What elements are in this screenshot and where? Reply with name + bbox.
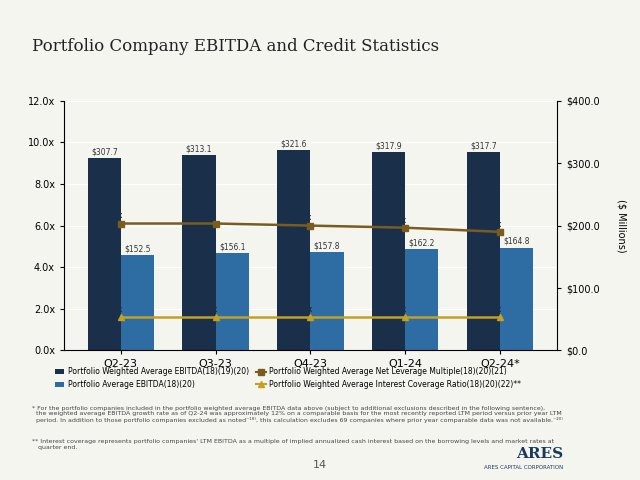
Text: Portfolio Company EBITDA and Credit Statistics: Portfolio Company EBITDA and Credit Stat… bbox=[32, 38, 439, 55]
Text: $321.6: $321.6 bbox=[280, 139, 307, 148]
Text: 6.1x: 6.1x bbox=[199, 211, 217, 220]
Text: 6.0x: 6.0x bbox=[294, 214, 312, 222]
Text: ** Interest coverage represents portfolio companies' LTM EBITDA as a multiple of: ** Interest coverage represents portfoli… bbox=[32, 439, 554, 450]
Text: 1.6x: 1.6x bbox=[388, 305, 406, 314]
Bar bbox=[277, 150, 310, 350]
Text: $317.9: $317.9 bbox=[375, 142, 402, 150]
Y-axis label: ($ Millions): ($ Millions) bbox=[616, 199, 627, 252]
Text: $313.1: $313.1 bbox=[186, 144, 212, 154]
Text: 1.6x: 1.6x bbox=[104, 305, 122, 314]
Text: $307.7: $307.7 bbox=[91, 148, 118, 157]
Text: 14: 14 bbox=[313, 460, 327, 470]
Bar bbox=[372, 152, 405, 350]
Text: * For the portfolio companies included in the portfolio weighted average EBITDA : * For the portfolio companies included i… bbox=[32, 406, 563, 423]
Text: 5.9x: 5.9x bbox=[388, 216, 406, 225]
Bar bbox=[88, 158, 121, 350]
Text: 6.1x: 6.1x bbox=[104, 211, 122, 220]
Text: 1.6x: 1.6x bbox=[199, 305, 217, 314]
Bar bbox=[467, 152, 500, 350]
Bar bbox=[500, 248, 533, 350]
Text: 1.6x: 1.6x bbox=[483, 305, 502, 314]
Bar bbox=[182, 155, 216, 350]
Text: ARES CAPITAL CORPORATION: ARES CAPITAL CORPORATION bbox=[484, 466, 563, 470]
Legend: Portfolio Weighted Average EBITDA(18)(19)(20), Portfolio Average EBITDA(18)(20),: Portfolio Weighted Average EBITDA(18)(19… bbox=[52, 364, 524, 392]
Bar bbox=[405, 249, 438, 350]
Text: $156.1: $156.1 bbox=[219, 242, 246, 252]
Text: $157.8: $157.8 bbox=[314, 241, 340, 250]
Text: 5.7x: 5.7x bbox=[483, 220, 502, 228]
Bar bbox=[121, 255, 154, 350]
Text: 1.6x: 1.6x bbox=[294, 305, 312, 314]
Bar bbox=[216, 253, 249, 350]
Text: $162.2: $162.2 bbox=[408, 239, 435, 248]
Text: $152.5: $152.5 bbox=[124, 245, 150, 253]
Text: ARES: ARES bbox=[516, 447, 563, 461]
Text: $164.8: $164.8 bbox=[503, 237, 530, 246]
Text: $317.7: $317.7 bbox=[470, 142, 497, 151]
Bar bbox=[310, 252, 344, 350]
